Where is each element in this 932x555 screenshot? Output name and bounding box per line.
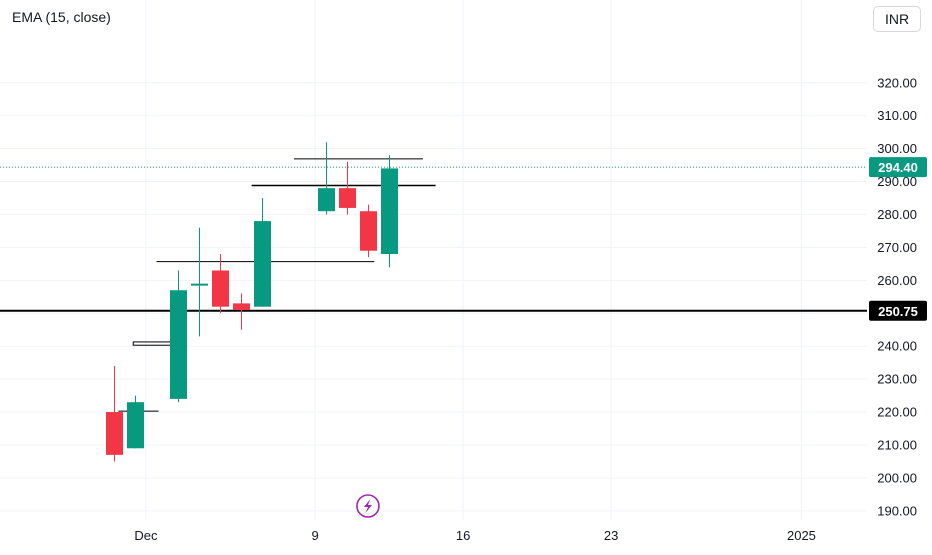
x-tick-label: 23 — [604, 528, 618, 543]
candle-body — [339, 188, 356, 208]
last-price-tag-text: 294.40 — [878, 160, 918, 175]
lightning-bolt-shape — [363, 499, 372, 513]
y-tick-label: 280.00 — [877, 207, 917, 222]
y-tick-label: 210.00 — [877, 437, 917, 452]
candle — [212, 254, 229, 314]
candle — [127, 395, 144, 449]
currency-button[interactable]: INR — [873, 6, 921, 32]
horizontal-levels — [0, 158, 867, 412]
y-tick-label: 270.00 — [877, 240, 917, 255]
y-tick-label: 230.00 — [877, 372, 917, 387]
y-tick-label: 300.00 — [877, 141, 917, 156]
level-price-tag-text: 250.75 — [878, 304, 918, 319]
candle — [381, 155, 398, 268]
indicator-label[interactable]: EMA (15, close) — [12, 9, 111, 25]
candle-body — [127, 402, 144, 449]
candle-body — [360, 211, 377, 251]
y-tick-label: 290.00 — [877, 174, 917, 189]
lightning-icon[interactable] — [356, 494, 380, 518]
candle-body — [170, 290, 187, 399]
price-axis[interactable]: 190.00 200.00 210.00 220.00 230.00 240.00 250.… — [877, 75, 917, 518]
candle-body — [254, 221, 271, 307]
x-tick-label: Dec — [134, 528, 158, 543]
x-tick-label: 2025 — [787, 528, 816, 543]
candle — [170, 270, 187, 403]
candle-body — [212, 270, 229, 307]
candle-body — [191, 283, 208, 286]
y-tick-label: 240.00 — [877, 339, 917, 354]
candle — [106, 365, 123, 462]
price-tags: 294.40 250.75 — [869, 157, 927, 321]
candle — [339, 161, 356, 215]
level-price-tag-bg — [869, 300, 927, 321]
last-price-tag-bg — [869, 157, 927, 178]
y-tick-label: 200.00 — [877, 470, 917, 485]
candle — [233, 293, 250, 330]
y-tick-label: 320.00 — [877, 75, 917, 90]
candle-body — [381, 168, 398, 255]
candle-body — [318, 188, 335, 212]
events[interactable] — [356, 494, 380, 518]
y-tick-label: 190.00 — [877, 503, 917, 518]
candle — [360, 204, 377, 258]
candles — [106, 142, 398, 462]
y-tick-label: 260.00 — [877, 273, 917, 288]
candle — [318, 142, 335, 215]
candle — [254, 198, 271, 307]
candle-body — [106, 412, 123, 455]
y-tick-label: 310.00 — [877, 108, 917, 123]
candle-body — [233, 303, 250, 310]
grid — [0, 0, 867, 520]
y-tick-label: 220.00 — [877, 405, 917, 420]
x-tick-label: 9 — [311, 528, 318, 543]
candle — [191, 227, 208, 337]
time-axis[interactable]: Dec 9 16 23 2025 — [134, 528, 816, 543]
x-tick-label: 16 — [456, 528, 470, 543]
